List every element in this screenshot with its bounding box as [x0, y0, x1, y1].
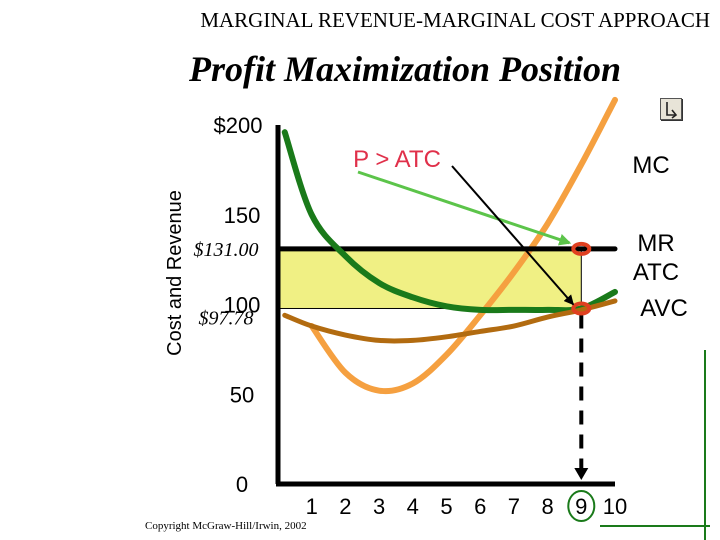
price-arrow	[357, 170, 572, 246]
dropline-arrowhead	[574, 468, 589, 480]
header-title: MARGINAL REVENUE-MARGINAL COST APPROACH	[200, 8, 710, 32]
y-tick-label: 50	[230, 382, 254, 407]
x-tick-label: 10	[603, 494, 627, 519]
label-atc: ATC	[633, 259, 679, 286]
annotation-price-above-atc: P > ATC	[353, 146, 441, 173]
price-tick-label: $97.78	[199, 307, 254, 329]
y-tick-label: 100	[224, 293, 261, 318]
price-tick-label: $131.00	[194, 239, 259, 261]
x-tick-label: 3	[373, 494, 385, 519]
y-tick-label: 0	[236, 472, 248, 497]
atc-intersection-marker	[571, 301, 592, 316]
label-mr: MR	[637, 230, 674, 257]
y-axis-label: Cost and Revenue	[164, 190, 186, 356]
x-tick-label: 5	[440, 494, 452, 519]
y-tick-label: 150	[224, 203, 261, 228]
copyright-notice: Copyright McGraw-Hill/Irwin, 2002	[145, 520, 307, 532]
label-mc: MC	[632, 152, 669, 179]
x-tick-optimum: 9	[575, 494, 587, 519]
y-tick-label: $200	[214, 113, 263, 138]
x-tick-label: 7	[508, 494, 520, 519]
curve-atc	[281, 129, 618, 314]
curve-mc	[308, 96, 618, 395]
x-tick-label: 2	[339, 494, 351, 519]
x-tick-label: 4	[407, 494, 419, 519]
return-arrow-icon[interactable]	[660, 98, 682, 120]
profit-area	[277, 248, 582, 309]
x-tick-label: 6	[474, 494, 486, 519]
curve-avc	[282, 298, 618, 344]
x-tick-label: 8	[541, 494, 553, 519]
x-tick-label: 1	[306, 494, 318, 519]
optimum-output-circle	[567, 490, 596, 522]
slide-subtitle: Profit Maximization Position	[188, 49, 622, 89]
atc-arrow	[451, 165, 575, 306]
label-avc: AVC	[640, 295, 688, 322]
mr-mc-intersection-marker	[571, 241, 592, 256]
